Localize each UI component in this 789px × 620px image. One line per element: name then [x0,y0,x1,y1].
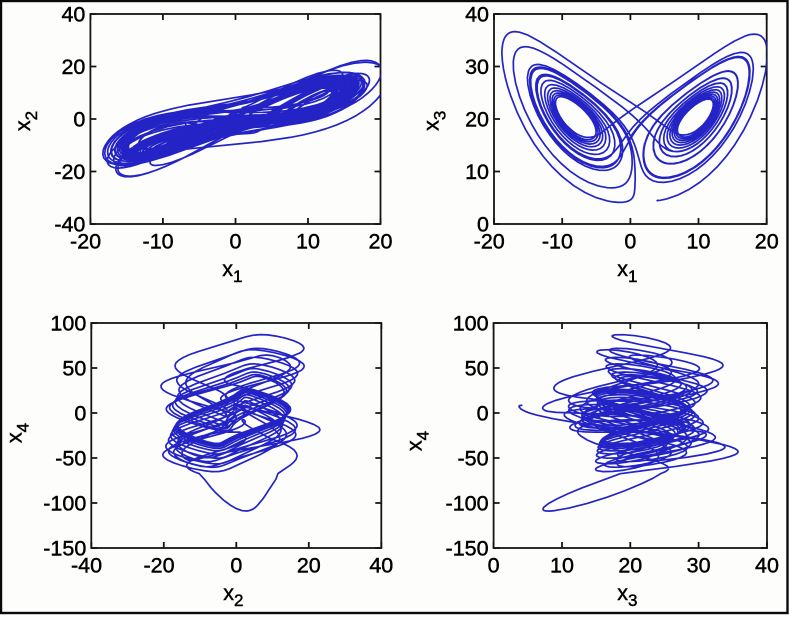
svg-text:-50: -50 [55,447,86,471]
svg-text:10: 10 [687,230,711,254]
svg-text:20: 20 [618,554,642,578]
svg-text:-50: -50 [458,447,489,471]
svg-text:0: 0 [230,554,242,578]
svg-text:20: 20 [61,55,85,79]
svg-text:40: 40 [465,3,489,27]
svg-text:40: 40 [755,554,779,578]
svg-text:-20: -20 [474,230,505,254]
svg-text:0: 0 [477,213,489,237]
svg-text:10: 10 [296,230,320,254]
svg-text:10: 10 [550,554,574,578]
svg-text:40: 40 [61,3,85,27]
svg-text:-20: -20 [54,160,85,184]
svg-text:20: 20 [755,230,779,254]
svg-text:0: 0 [73,108,85,132]
svg-text:-40: -40 [54,213,85,237]
svg-text:-150: -150 [43,537,86,561]
svg-text:0: 0 [624,230,636,254]
svg-text:50: 50 [465,357,489,381]
svg-text:30: 30 [687,554,711,578]
svg-text:20: 20 [465,108,489,132]
svg-text:20: 20 [297,554,321,578]
svg-text:30: 30 [465,55,489,79]
svg-text:-150: -150 [446,537,489,561]
svg-text:-40: -40 [71,554,102,578]
svg-text:100: 100 [50,312,86,336]
svg-text:100: 100 [453,312,489,336]
svg-text:-100: -100 [43,492,86,516]
svg-text:0: 0 [477,402,489,426]
svg-text:0: 0 [230,230,242,254]
svg-text:0: 0 [74,402,86,426]
svg-text:-100: -100 [446,492,489,516]
svg-text:-20: -20 [70,230,101,254]
svg-text:-10: -10 [542,230,573,254]
svg-text:10: 10 [465,160,489,184]
svg-text:40: 40 [369,554,393,578]
svg-text:0: 0 [488,554,500,578]
svg-text:20: 20 [369,230,393,254]
svg-text:-10: -10 [143,230,174,254]
svg-text:50: 50 [62,357,86,381]
svg-text:-20: -20 [143,554,174,578]
